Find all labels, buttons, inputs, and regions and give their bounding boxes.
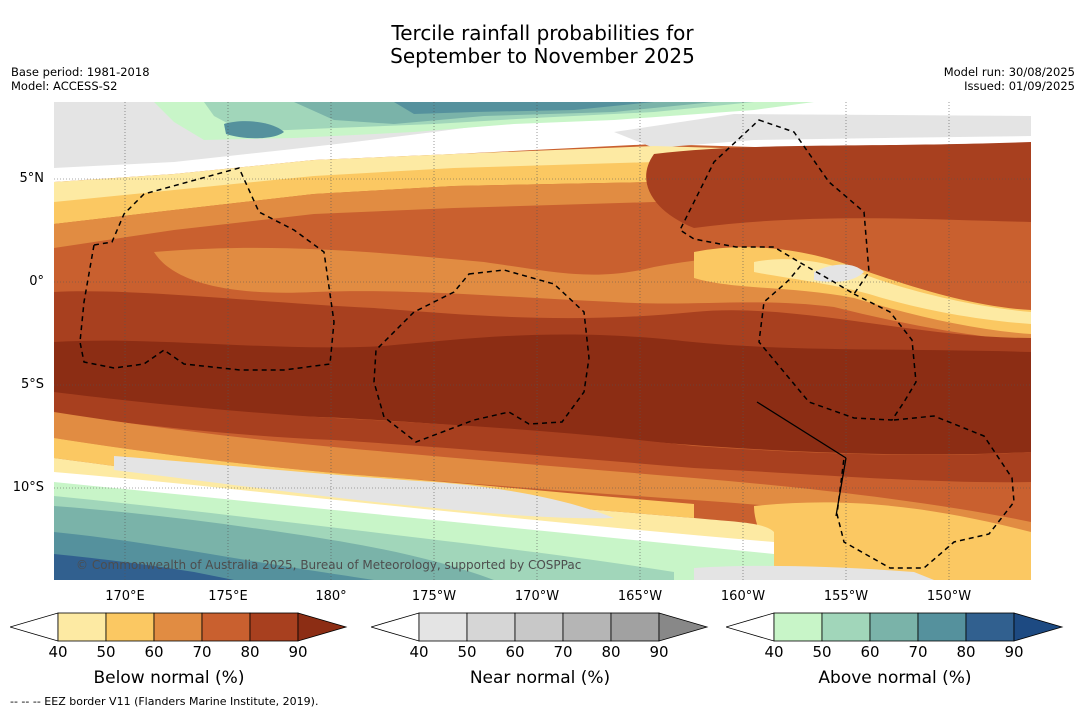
lat-label-10s: 10°S [12, 480, 44, 495]
colorbar-tick-label: 80 [601, 643, 621, 661]
eez-solid-divider-south [835, 457, 847, 517]
colorbar-tick-label: 60 [505, 643, 525, 661]
colorbar-tick-label: 50 [812, 643, 832, 661]
colorbar-tick-label: 80 [240, 643, 260, 661]
colorbar-segment [105, 612, 155, 642]
colorbar-tick-label: 50 [457, 643, 477, 661]
colorbar-extend-low [371, 612, 420, 642]
colorbar-tick-label: 70 [192, 643, 212, 661]
rainfall-probability-map [54, 102, 1031, 580]
lon-label-175w: 175°W [411, 589, 457, 604]
above-normal-north-70 [294, 102, 714, 124]
eez-solid-divider [756, 401, 847, 459]
colorbar-tick-label: 40 [764, 643, 784, 661]
lon-label-155w: 155°W [823, 589, 869, 604]
colorbar-tick-label: 50 [96, 643, 116, 661]
lon-label-150w: 150°W [926, 589, 972, 604]
colorbar-tick-label: 40 [48, 643, 68, 661]
copyright-text: © Commonwealth of Australia 2025, Bureau… [76, 558, 582, 572]
colorbar-tick-label: 80 [956, 643, 976, 661]
colorbar-tick-label: 70 [908, 643, 928, 661]
eez-border-east-south [758, 263, 917, 421]
colorbar-segment [466, 612, 516, 642]
eez-borders [79, 119, 1015, 569]
colorbar-below-normal [10, 612, 348, 642]
colorbar-segment [57, 612, 107, 642]
colorbar-extend-low [726, 612, 775, 642]
map-canvas [54, 102, 1031, 580]
above-normal-north-80 [394, 102, 654, 114]
lat-label-5n: 5°N [19, 171, 45, 186]
colorbar-extend-low [10, 612, 59, 642]
lon-label-170w: 170°W [514, 589, 560, 604]
lon-label-160w: 160°W [720, 589, 766, 604]
lat-label-5s: 5°S [20, 377, 44, 392]
lat-label-0: 0° [29, 274, 44, 289]
colorbar-segment [153, 612, 203, 642]
colorbar-title-near-normal: Near normal (%) [469, 668, 611, 688]
eez-border-west [79, 167, 335, 371]
colorbar-segment [418, 612, 468, 642]
colorbar-segment [917, 612, 967, 642]
colorbar-segment [869, 612, 919, 642]
colorbar-tick-label: 70 [553, 643, 573, 661]
above-normal-north-spot [224, 121, 284, 139]
below-normal-80-south [54, 392, 1031, 483]
below-normal-90-core [54, 334, 1031, 455]
base-period-model-info: Base period: 1981-2018 Model: ACCESS-S2 [11, 65, 150, 93]
near-normal-north-east [614, 114, 1031, 148]
eez-border-east-north [679, 119, 870, 296]
near-normal-south [114, 456, 614, 519]
colorbar-tick-label: 90 [288, 643, 308, 661]
colorbar-tick-label: 40 [409, 643, 429, 661]
colorbar-segment [562, 612, 612, 642]
colorbar-tick-label: 60 [144, 643, 164, 661]
colorbar-title-above-normal: Above normal (%) [818, 668, 972, 688]
near-normal-southeast [694, 565, 934, 580]
colorbar-segment [249, 612, 299, 642]
colorbar-tick-label: 60 [860, 643, 880, 661]
lon-label-180: 180° [315, 589, 347, 604]
colorbar-segment [773, 612, 823, 642]
colorbar-title-below-normal: Below normal (%) [93, 668, 245, 688]
map-title: Tercile rainfall probabilities for Septe… [390, 21, 695, 68]
model-run-issued-info: Model run: 30/08/2025 Issued: 01/09/2025 [943, 65, 1075, 93]
eez-border-southeast [836, 415, 1015, 569]
lon-label-165w: 165°W [617, 589, 663, 604]
colorbar-extend-high [658, 612, 709, 642]
below-normal-50-southeast [754, 502, 1031, 580]
colorbar-segment [610, 612, 660, 642]
colorbar-extend-high [1013, 612, 1064, 642]
eez-border-legend-note: -- -- -- EEZ border V11 (Flanders Marine… [10, 695, 319, 708]
colorbar-segment [201, 612, 251, 642]
graticule [54, 102, 1031, 580]
colorbar-above-normal [726, 612, 1064, 642]
above-normal-south-90 [54, 554, 234, 580]
colorbar-tick-label: 90 [1004, 643, 1024, 661]
colorbar-near-normal [371, 612, 709, 642]
colorbar-segment [965, 612, 1015, 642]
below-normal-80-north-east [646, 142, 1031, 228]
colorbar-segment [514, 612, 564, 642]
colorbar-extend-high [297, 612, 348, 642]
colorbar-segment [821, 612, 871, 642]
lon-label-175e: 175°E [208, 589, 248, 604]
colorbar-tick-label: 90 [649, 643, 669, 661]
lon-label-170e: 170°E [105, 589, 145, 604]
